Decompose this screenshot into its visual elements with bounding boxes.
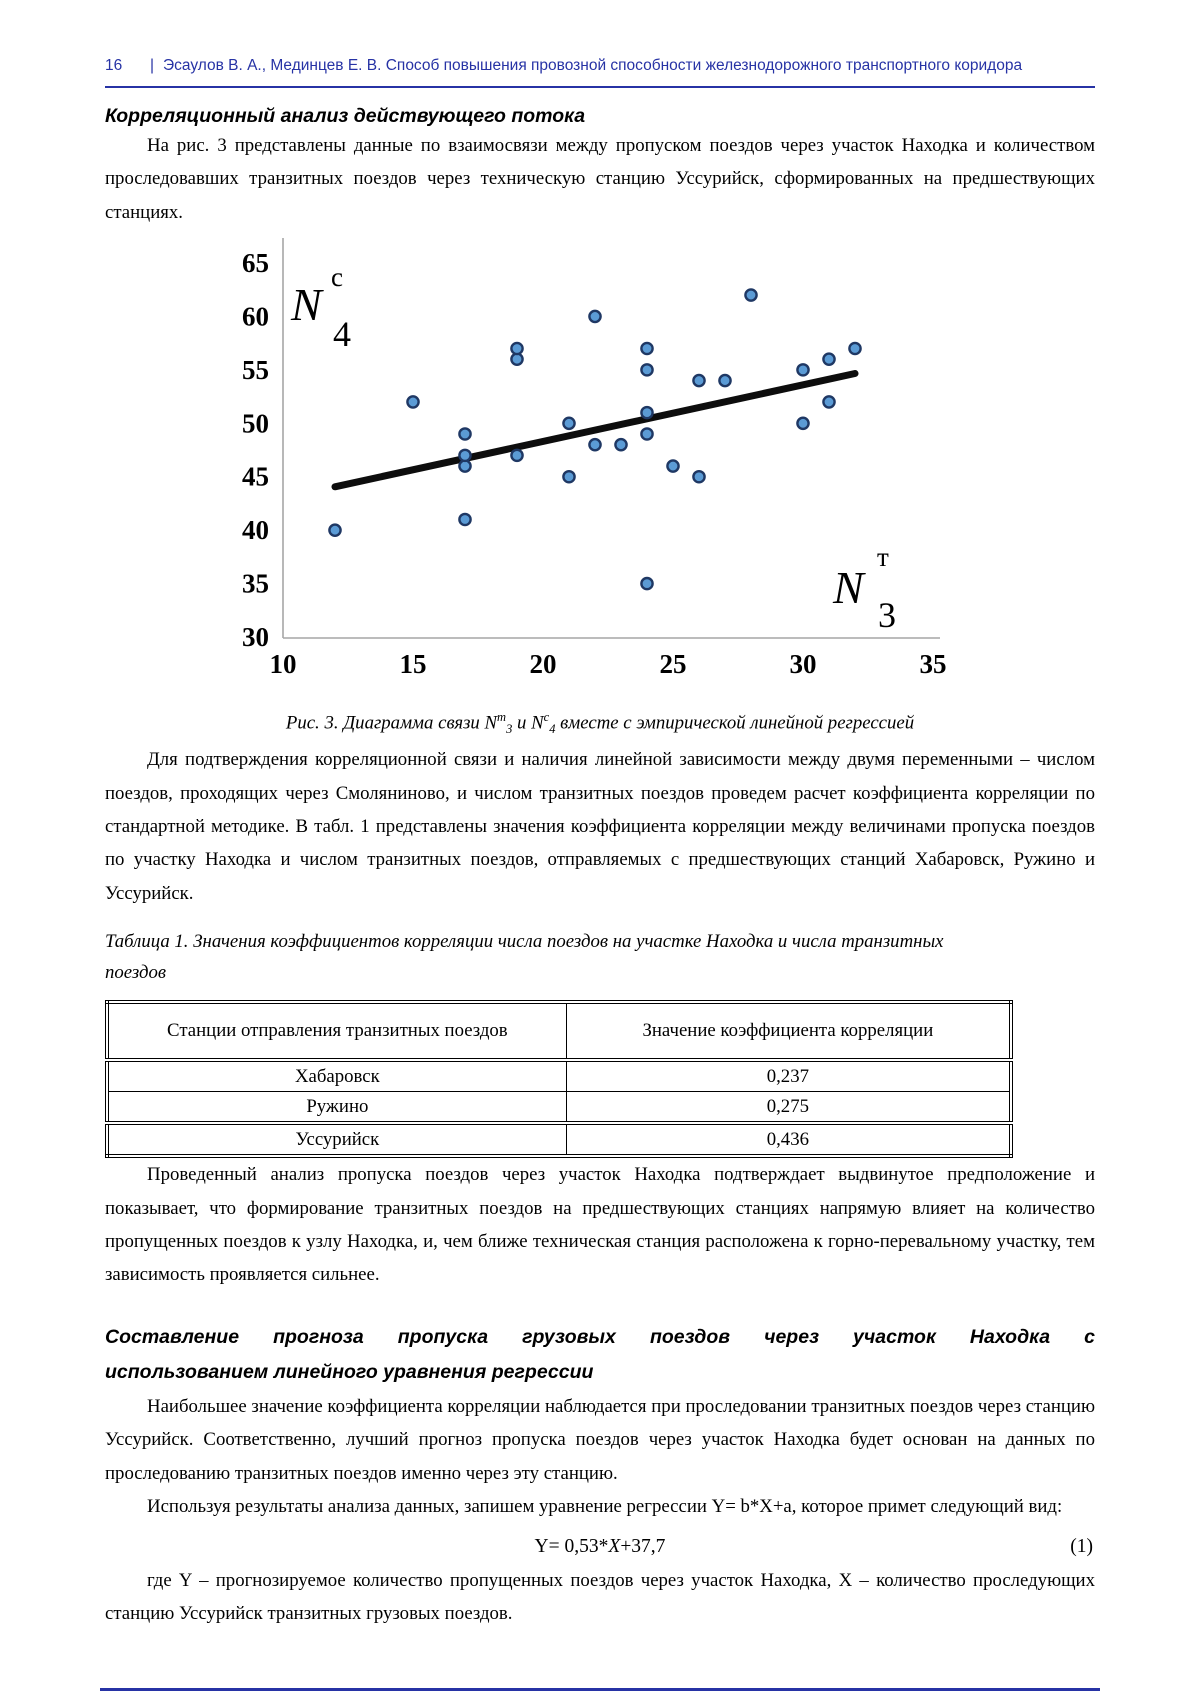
data-point bbox=[458, 427, 472, 442]
data-point bbox=[510, 341, 524, 356]
x-axis-variable: N bbox=[832, 562, 866, 613]
y-tick-label: 60 bbox=[242, 302, 269, 332]
y-axis-variable-sup: с bbox=[331, 262, 343, 292]
table-row: Уссурийск 0,436 bbox=[106, 1123, 1012, 1157]
data-point bbox=[562, 416, 576, 431]
caption-n1-sup: т bbox=[497, 710, 507, 725]
caption-n2: N bbox=[531, 712, 544, 734]
data-point bbox=[848, 341, 862, 356]
section-heading-correlation: Корреляционный анализ действующего поток… bbox=[105, 105, 586, 127]
page-body: Корреляционный анализ действующего поток… bbox=[105, 103, 1095, 1630]
y-tick-label: 40 bbox=[242, 515, 269, 545]
caption-n1-sub: 3 bbox=[506, 722, 513, 737]
coefficient-value: 0,275 bbox=[565, 1091, 1012, 1126]
caption-n1: N bbox=[484, 712, 498, 734]
x-tick-label: 10 bbox=[270, 649, 297, 679]
header-divider: | bbox=[149, 57, 155, 74]
y-tick-label: 45 bbox=[242, 462, 269, 492]
data-point bbox=[458, 512, 472, 527]
running-title: Эсаулов В. А., Мединцев Е. В. Способ пов… bbox=[163, 57, 1023, 74]
x-axis-variable-sup: т bbox=[877, 542, 889, 572]
caption-mid: и bbox=[512, 712, 532, 734]
data-point bbox=[640, 363, 654, 377]
equation-variable: X bbox=[608, 1535, 621, 1557]
table-row: Ружино 0,275 bbox=[106, 1091, 1012, 1126]
data-point bbox=[796, 363, 810, 377]
paragraph-best-correlation: Наибольшее значение коэффициента корреля… bbox=[105, 1395, 1095, 1484]
figure-caption: Рис. 3. Диаграмма связи Nт3 и Nс4 вместе… bbox=[105, 703, 1095, 743]
data-point bbox=[640, 577, 654, 591]
data-point bbox=[822, 352, 836, 367]
data-point bbox=[692, 373, 706, 388]
page-number: 16 bbox=[105, 57, 123, 74]
x-tick-label: 15 bbox=[400, 649, 427, 679]
station-name: Ружино bbox=[106, 1091, 567, 1126]
correlation-table: Станции отправления транзитных поездов З… bbox=[105, 1000, 1013, 1159]
paragraph-intro: На рис. 3 представлены данные по взаимос… bbox=[105, 135, 1095, 223]
paragraph-regression-intro: Используя результаты анализа данных, зап… bbox=[147, 1496, 1063, 1518]
y-tick-label: 55 bbox=[242, 355, 269, 385]
data-point bbox=[718, 373, 732, 388]
data-point bbox=[406, 395, 420, 409]
coefficient-value: 0,237 bbox=[565, 1060, 1012, 1093]
equation-lhs: Y= 0,53* bbox=[534, 1535, 609, 1557]
data-point bbox=[640, 341, 654, 356]
data-point bbox=[614, 438, 628, 452]
y-tick-label: 35 bbox=[242, 569, 269, 599]
paragraph-analysis-conclusion: Проведенный анализ пропуска поездов чере… bbox=[105, 1164, 1095, 1286]
station-name: Хабаровск bbox=[106, 1060, 567, 1093]
station-name: Уссурийск bbox=[106, 1123, 567, 1157]
y-tick-label: 50 bbox=[242, 409, 269, 439]
data-point bbox=[588, 309, 602, 324]
table-header-row: Станции отправления транзитных поездов З… bbox=[106, 1002, 1012, 1063]
data-point bbox=[458, 448, 472, 463]
data-point bbox=[588, 438, 602, 452]
regression-equation: Y= 0,53*X+37,7 (1) bbox=[105, 1530, 1095, 1564]
caption-n2-sup: с bbox=[543, 710, 550, 725]
data-point bbox=[640, 427, 654, 442]
data-point bbox=[640, 406, 654, 420]
footer-rule bbox=[100, 1688, 1100, 1691]
paragraph-correlation-method: Для подтверждения корреляционной связи и… bbox=[105, 749, 1095, 904]
data-point bbox=[328, 523, 342, 538]
caption-suffix: вместе с эмпирической линейной регрессие… bbox=[555, 712, 915, 734]
coefficient-value: 0,436 bbox=[565, 1123, 1012, 1157]
x-tick-label: 35 bbox=[920, 649, 947, 679]
x-axis-variable-sub: 3 bbox=[878, 595, 896, 635]
y-tick-label: 65 bbox=[242, 248, 269, 278]
heading-line: Составление прогноза пропуска грузовых п… bbox=[105, 1325, 1095, 1348]
caption-n2-sub: 4 bbox=[549, 722, 556, 737]
equation-number: (1) bbox=[1070, 1535, 1093, 1557]
section-heading-forecast: Составление прогноза пропуска грузовых п… bbox=[105, 1320, 1095, 1390]
header-rule bbox=[105, 86, 1095, 88]
col-header-stations: Станции отправления транзитных поездов bbox=[106, 1002, 567, 1063]
data-point bbox=[796, 416, 810, 431]
paragraph-variables-definition: где Y – прогнозируемое количество пропущ… bbox=[105, 1569, 1095, 1624]
col-header-coefficient: Значение коэффициента корреляции bbox=[565, 1002, 1012, 1063]
data-point bbox=[744, 288, 758, 303]
y-axis-variable: N bbox=[290, 279, 324, 330]
x-tick-label: 30 bbox=[790, 649, 817, 679]
heading-line: использованием линейного уравнения регре… bbox=[105, 1360, 594, 1383]
y-axis-variable-sub: 4 bbox=[333, 314, 351, 354]
caption-prefix: Рис. 3. Диаграмма связи bbox=[285, 712, 485, 734]
data-point bbox=[822, 395, 836, 409]
running-header: 16 | Эсаулов В. А., Мединцев Е. В. Спосо… bbox=[105, 57, 1095, 75]
equation-rhs: +37,7 bbox=[620, 1535, 666, 1557]
table-row: Хабаровск 0,237 bbox=[106, 1060, 1012, 1093]
x-tick-label: 25 bbox=[660, 649, 687, 679]
x-tick-label: 20 bbox=[530, 649, 557, 679]
table-caption: Таблица 1. Значения коэффициентов коррел… bbox=[105, 931, 944, 984]
trend-line bbox=[331, 370, 859, 491]
data-point bbox=[510, 448, 524, 463]
y-tick-label: 30 bbox=[242, 622, 269, 652]
data-point bbox=[692, 470, 706, 484]
data-point bbox=[666, 459, 680, 474]
data-point bbox=[562, 470, 576, 484]
